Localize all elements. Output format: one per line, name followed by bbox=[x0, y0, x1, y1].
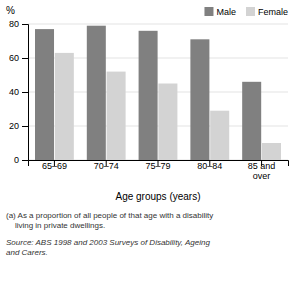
y-tick-mark bbox=[22, 126, 28, 127]
footnote-line: living in private dwellings. bbox=[6, 221, 105, 230]
bar bbox=[87, 26, 106, 160]
x-tick: 80–84 bbox=[197, 160, 222, 171]
grid-line bbox=[28, 24, 288, 25]
x-tick-label-line: 85 and bbox=[248, 161, 276, 171]
x-tick-label: 70–74 bbox=[94, 161, 119, 171]
footnote-line: (a) As a proportion of all people of tha… bbox=[6, 211, 213, 220]
y-tick: 60 bbox=[9, 53, 28, 63]
legend-label: Female bbox=[258, 7, 288, 17]
bar bbox=[262, 143, 281, 160]
bar bbox=[210, 111, 229, 160]
bar bbox=[139, 31, 158, 160]
bar bbox=[242, 82, 261, 160]
x-tick-label-line: 75–79 bbox=[145, 161, 170, 171]
x-tick-label-line: 80–84 bbox=[197, 161, 222, 171]
bar bbox=[158, 84, 177, 161]
x-tick: 65–69 bbox=[42, 160, 67, 171]
x-tick-label: 65–69 bbox=[42, 161, 67, 171]
x-tick-label: 80–84 bbox=[197, 161, 222, 171]
footnote: Source: ABS 1998 and 2003 Surveys of Dis… bbox=[6, 238, 210, 257]
bar bbox=[35, 29, 54, 160]
x-tick: 85 andover bbox=[248, 160, 276, 181]
x-tick-label-line: over bbox=[253, 171, 271, 181]
x-axis-title: Age groups (years) bbox=[115, 191, 200, 202]
y-tick: 80 bbox=[9, 19, 28, 29]
footnote-line: Source: ABS 1998 and 2003 Surveys of Dis… bbox=[6, 238, 210, 247]
y-tick: 0 bbox=[14, 155, 28, 165]
y-tick: 20 bbox=[9, 121, 28, 131]
y-tick-label: 20 bbox=[9, 121, 19, 131]
legend: Male Female bbox=[204, 7, 288, 17]
x-axis: 65–69 70–74 75–79 80–84 85 andover bbox=[29, 160, 289, 181]
footnote-line: and Carers. bbox=[6, 248, 48, 257]
bar bbox=[55, 53, 74, 160]
y-tick-mark bbox=[22, 160, 28, 161]
y-tick-label: 40 bbox=[9, 87, 19, 97]
y-tick: 40 bbox=[9, 87, 28, 97]
y-tick-label: 0 bbox=[14, 155, 19, 165]
bar bbox=[190, 39, 209, 160]
y-axis: 0 20 40 60 80 bbox=[9, 19, 29, 165]
footnote: (a) As a proportion of all people of tha… bbox=[6, 211, 213, 230]
y-axis-line bbox=[22, 25, 29, 161]
legend-label: Male bbox=[216, 7, 236, 17]
x-tick-label-line: 65–69 bbox=[42, 161, 67, 171]
chart-container: 0 20 40 60 80 65–69 70–74 75–79 80–84 85 andover%… bbox=[0, 0, 296, 284]
bar bbox=[107, 72, 126, 160]
y-tick-mark bbox=[22, 92, 28, 93]
legend-entry: Male bbox=[204, 7, 236, 17]
x-tick: 70–74 bbox=[94, 160, 119, 171]
y-tick-label: 80 bbox=[9, 19, 19, 29]
x-tick-label: 75–79 bbox=[145, 161, 170, 171]
legend-entry: Female bbox=[246, 7, 288, 17]
bars bbox=[35, 26, 281, 160]
legend-swatch bbox=[204, 7, 213, 16]
bar-series bbox=[55, 53, 281, 160]
chart-svg: 0 20 40 60 80 65–69 70–74 75–79 80–84 85 andover%… bbox=[0, 0, 296, 284]
legend-swatch bbox=[246, 7, 255, 16]
y-tick-label: 60 bbox=[9, 53, 19, 63]
x-tick-label-line: 70–74 bbox=[94, 161, 119, 171]
grid bbox=[28, 24, 288, 160]
y-axis-title: % bbox=[6, 5, 15, 16]
y-tick-mark bbox=[22, 24, 28, 25]
x-tick: 75–79 bbox=[145, 160, 170, 171]
x-tick-label: 85 andover bbox=[248, 161, 276, 181]
y-tick-mark bbox=[22, 58, 28, 59]
bar-series bbox=[35, 26, 261, 160]
